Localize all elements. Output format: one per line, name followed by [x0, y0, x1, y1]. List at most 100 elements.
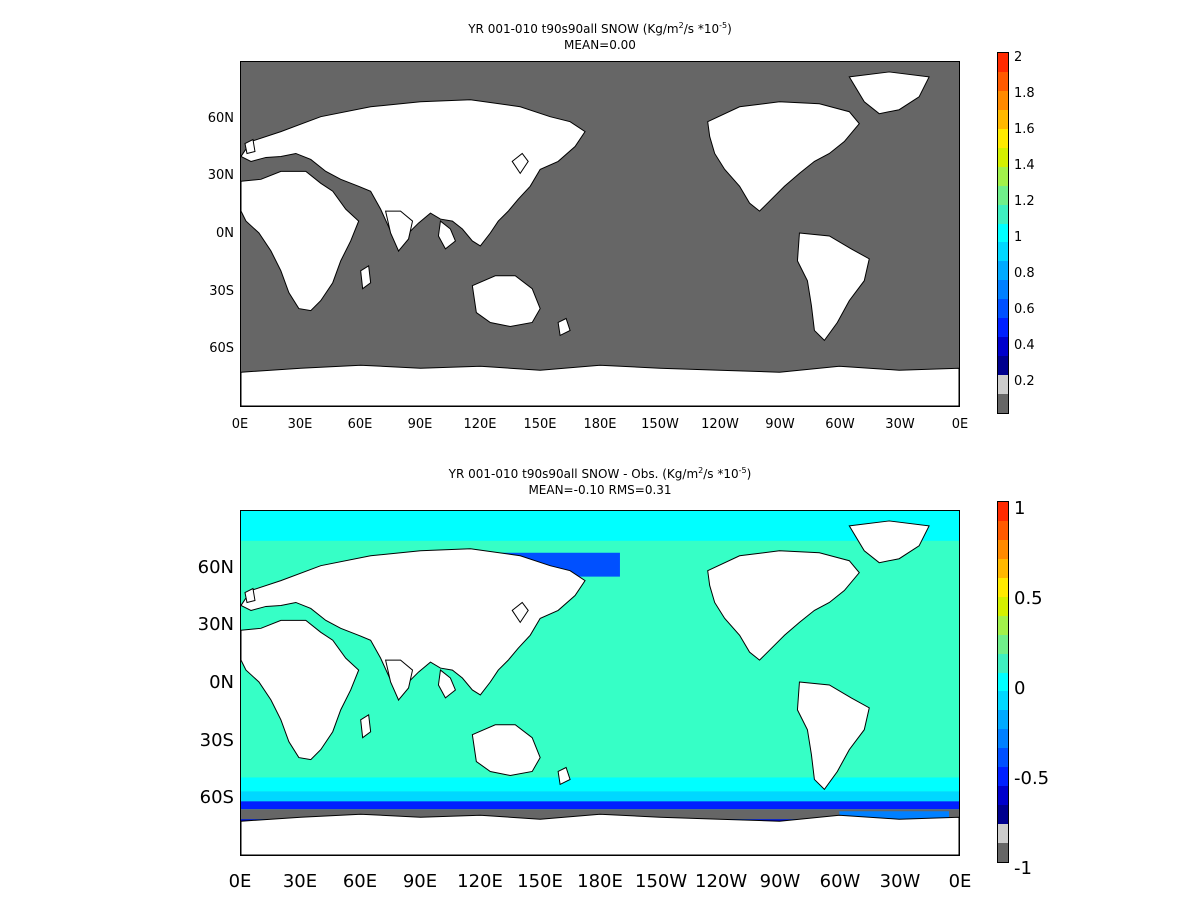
lat-label: 60S [209, 341, 234, 357]
colorbar-swatch [998, 109, 1008, 130]
colorbar-swatch [998, 653, 1008, 674]
colorbar-label: -0.5 [1014, 768, 1050, 789]
colorbar-label: 1.4 [1014, 157, 1035, 173]
colorbar-swatch [998, 634, 1008, 655]
colorbar-swatch [998, 223, 1008, 243]
landmass-antarctica [241, 364, 959, 406]
landmass-uk [244, 138, 256, 155]
landmass-antarctica [241, 813, 959, 855]
lat-label: 30N [197, 614, 234, 636]
colorbar-swatch [998, 520, 1008, 541]
lat-label: 30S [209, 283, 234, 299]
colorbar-swatch [998, 356, 1008, 376]
southern-ocean-band-light-blue [241, 791, 959, 802]
colorbar-label: 0.8 [1014, 265, 1035, 281]
lon-label: 0E [951, 417, 969, 432]
colorbar-label: 0.4 [1014, 337, 1035, 353]
colorbar-swatch [998, 128, 1008, 149]
lon-label: 0E [228, 871, 252, 892]
lon-label: 0E [948, 871, 972, 892]
colorbar-swatch [998, 147, 1008, 168]
panel1-map [240, 61, 960, 407]
lon-label: 30E [287, 417, 313, 432]
lon-label: 120E [457, 871, 503, 892]
colorbar-label: -1 [1014, 858, 1032, 879]
colorbar-swatch [998, 337, 1008, 357]
colorbar-swatch [998, 280, 1008, 300]
colorbar-swatch [998, 90, 1008, 111]
southern-ocean-band-cyan [241, 777, 959, 792]
lon-label: 0E [231, 417, 249, 432]
arctic-anomaly-band [241, 511, 959, 541]
colorbar-swatch [998, 672, 1008, 692]
landmass-southamerica [796, 681, 870, 791]
lon-label: 150E [517, 871, 563, 892]
landmass-uk [244, 587, 256, 604]
colorbar-label: 0.2 [1014, 373, 1035, 389]
panel1-title: YR 001-010 t90s90all SNOW (Kg/m2/s *10-5… [468, 21, 732, 36]
lat-label: 60N [207, 110, 234, 126]
colorbar-swatch [998, 748, 1008, 768]
lon-label: 60E [342, 871, 378, 892]
lon-label: 150E [523, 417, 557, 432]
lon-label: 90W [765, 417, 795, 432]
colorbar-swatch [998, 729, 1008, 749]
landmass-madagascar [360, 713, 372, 739]
lat-label: 30S [199, 729, 234, 751]
colorbar-label: 2 [1014, 49, 1023, 65]
colorbar-swatch [998, 261, 1008, 281]
panel2-title: YR 001-010 t90s90all SNOW - Obs. (Kg/m2/… [448, 466, 752, 481]
colorbar-swatch [998, 318, 1008, 338]
colorbar-swatch [998, 166, 1008, 187]
colorbar-swatch [998, 805, 1008, 825]
colorbar-label: 1.8 [1014, 85, 1035, 101]
lon-label: 180E [583, 417, 617, 432]
lat-label: 60N [197, 556, 234, 578]
colorbar-swatch [998, 615, 1008, 636]
panel2-subtitle: MEAN=-0.10 RMS=0.31 [528, 483, 672, 497]
landmass-africa [241, 170, 360, 312]
lon-label: 60W [825, 417, 855, 432]
lon-label: 150W [635, 871, 688, 892]
landmass-australia [471, 724, 541, 776]
landmass-japan [511, 152, 529, 175]
colorbar-swatch [998, 242, 1008, 262]
colorbar-swatch [998, 185, 1008, 206]
landmass-eurasia [241, 99, 586, 253]
lon-label: 90E [407, 417, 433, 432]
colorbar-swatch [998, 596, 1008, 617]
landmass-seasia [437, 220, 457, 250]
lat-label: 30N [207, 168, 234, 184]
southern-ocean-band-blue [241, 801, 959, 810]
landmass-japan [511, 601, 529, 624]
colorbar-swatch [998, 558, 1008, 579]
lon-label: 120E [463, 417, 497, 432]
lon-label: 30W [885, 417, 915, 432]
colorbar-swatch [998, 577, 1008, 598]
colorbar-swatch [998, 767, 1008, 787]
landmass-india [384, 659, 414, 701]
lon-label: 120W [695, 871, 748, 892]
lon-label: 30W [879, 871, 921, 892]
landmass-greenland [848, 71, 930, 115]
landmass-greenland [848, 520, 930, 564]
colorbar-swatch [998, 53, 1008, 73]
colorbar-swatch [998, 71, 1008, 92]
landmass-africa [241, 619, 360, 761]
lon-label: 60W [819, 871, 861, 892]
landmass-nz [557, 766, 571, 786]
lon-label: 30E [282, 871, 318, 892]
landmass-nz [557, 317, 571, 337]
colorbar-label: 1.6 [1014, 121, 1035, 137]
lat-label: 0N [209, 672, 234, 693]
colorbar-label: 1 [1014, 498, 1026, 519]
colorbar-swatch [998, 502, 1008, 522]
lat-label: 60S [199, 787, 234, 809]
colorbar-label: 0.5 [1014, 588, 1043, 609]
panel2-colorbar [997, 501, 1009, 863]
colorbar-swatch [998, 375, 1008, 395]
panel1-subtitle: MEAN=0.00 [564, 38, 636, 52]
colorbar-swatch [998, 786, 1008, 806]
colorbar-label: 1 [1014, 229, 1023, 245]
landmass-northamerica [707, 550, 860, 661]
